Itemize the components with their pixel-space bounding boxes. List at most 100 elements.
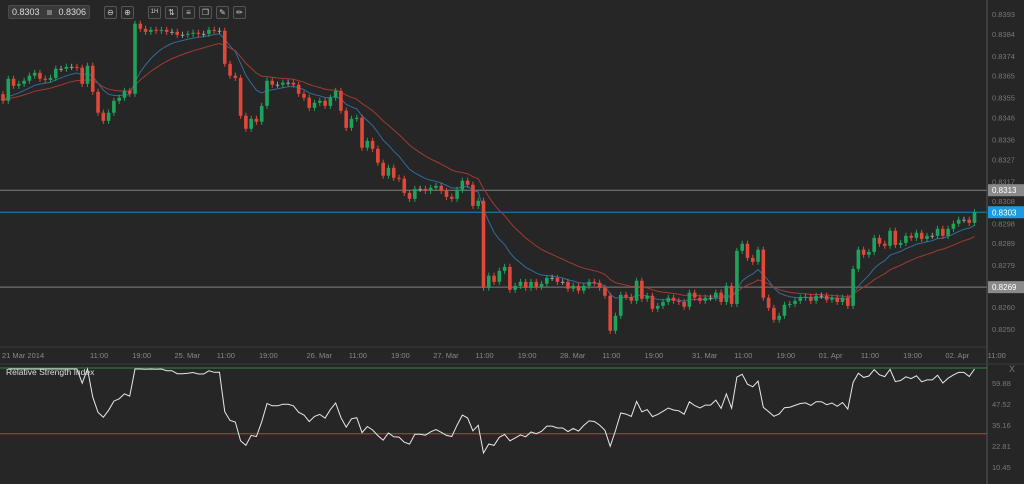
candle-body (296, 84, 301, 94)
candle-body (571, 285, 576, 289)
candle-body (682, 301, 686, 307)
candle-body (54, 68, 58, 78)
candle-body (671, 297, 676, 301)
candle (772, 304, 776, 323)
price-tick-label: 0.8327 (992, 155, 1015, 164)
candle (27, 72, 32, 84)
candle-body (365, 140, 370, 148)
candle-body (413, 188, 417, 199)
candle (339, 87, 343, 114)
candle (112, 97, 116, 116)
candle-body (32, 72, 37, 76)
candle (513, 282, 517, 293)
candle (354, 114, 359, 122)
candle (819, 292, 824, 299)
candle (835, 294, 840, 305)
candle (545, 274, 549, 287)
price-tick-label: 0.8374 (992, 52, 1015, 61)
candle (914, 229, 919, 241)
price-tick-label: 0.8384 (992, 30, 1015, 39)
candle (698, 294, 702, 304)
candle-body (180, 34, 185, 36)
candle (798, 294, 803, 304)
candle-body (175, 31, 180, 35)
candle-body (761, 249, 766, 298)
candle (745, 240, 750, 261)
candle (407, 189, 412, 202)
candle-body (17, 83, 21, 86)
candle (882, 240, 887, 249)
candle (803, 293, 808, 301)
candle (550, 274, 554, 281)
candle (587, 278, 591, 289)
timeframe-button[interactable]: 1H (148, 5, 161, 19)
candle-body (708, 297, 713, 299)
candle (645, 292, 649, 302)
chart-type-button[interactable]: ⇅ (165, 5, 178, 19)
candle (455, 186, 459, 202)
candle-body (275, 84, 280, 86)
candle (629, 293, 634, 304)
objects-button[interactable]: ❐ (199, 5, 212, 19)
candle-body (191, 32, 195, 34)
candle-body (159, 29, 164, 31)
pencil-button[interactable]: ✏ (233, 5, 246, 19)
zoom-out-button[interactable]: ⊖ (104, 5, 117, 19)
candle (640, 277, 644, 302)
candle (11, 75, 16, 89)
time-tick-label: 11:00 (217, 351, 235, 360)
candle-body (96, 91, 100, 113)
candle (877, 234, 882, 247)
candle-body (444, 190, 449, 197)
candle (80, 64, 84, 87)
price-line-label: 0.8303 (992, 208, 1017, 217)
candle-body (523, 281, 528, 288)
candle (719, 289, 723, 305)
draw-tools-button[interactable]: ✎ (216, 5, 229, 19)
time-tick-label: 31. Mar (692, 351, 718, 360)
candle-body (106, 112, 111, 121)
candle (534, 278, 539, 290)
candle-body (286, 82, 290, 84)
candle-body (207, 29, 211, 34)
candle (54, 65, 58, 81)
price-tick-label: 0.8317 (992, 177, 1015, 186)
candle (566, 278, 570, 292)
candle (492, 272, 496, 285)
candle-body (270, 80, 275, 85)
rsi-tick-label: 10.45 (992, 463, 1011, 472)
candle-body (307, 97, 312, 108)
candle (418, 185, 422, 192)
candle-body (888, 230, 892, 246)
rsi-close-button[interactable]: X (1009, 364, 1016, 374)
candle-body (471, 184, 475, 206)
candle-body (259, 105, 264, 122)
candle-body (59, 68, 63, 70)
candle-body (640, 280, 644, 299)
candle-body (576, 285, 581, 291)
candle (476, 197, 480, 209)
candle (323, 97, 327, 109)
candle (904, 232, 908, 246)
candle (613, 312, 618, 334)
zoom-in-button[interactable]: ⊕ (121, 5, 134, 19)
candle-body (698, 297, 702, 301)
candle (618, 291, 623, 319)
candle (972, 209, 977, 226)
candle-body (90, 65, 95, 92)
zoom-in-icon: ⊕ (124, 7, 131, 17)
time-tick-label: 19:00 (391, 351, 410, 360)
ma-slow-line (2, 42, 975, 298)
ask-price: 0.8306 (58, 7, 86, 17)
candle (893, 227, 898, 248)
candle-body (249, 118, 253, 129)
indicators-button[interactable]: ≡ (182, 5, 195, 19)
candle (560, 278, 565, 285)
candle-body (618, 294, 623, 316)
candle (6, 75, 11, 104)
candle-body (714, 292, 718, 298)
candle-body (481, 200, 486, 288)
candle-body (951, 223, 956, 229)
time-tick-label: 11:00 (90, 351, 108, 360)
